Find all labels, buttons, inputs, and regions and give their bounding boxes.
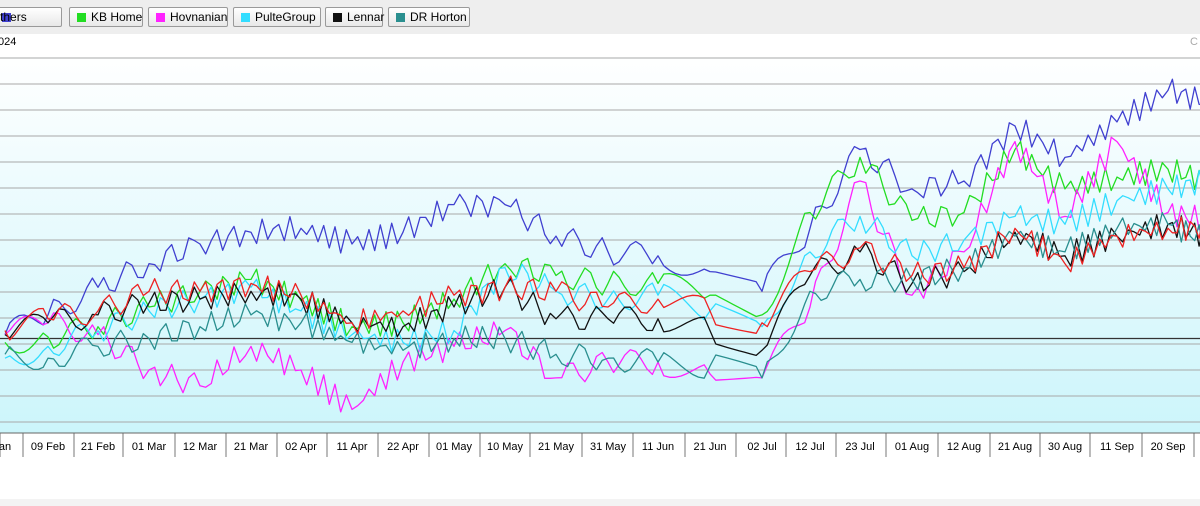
legend-label: KB Home [91, 10, 143, 24]
x-tick-label: 30 Aug [1048, 441, 1082, 453]
x-tick-label: 09 Feb [31, 441, 65, 453]
x-tick-label: 01 Mar [132, 441, 167, 453]
x-tick-label: 21 Aug [998, 441, 1032, 453]
footer-strip [0, 499, 1200, 506]
legend-button-lennar[interactable]: Lennar [325, 7, 385, 27]
x-tick-label: 02 Apr [285, 441, 317, 453]
toll-brothers-swatch-icon [2, 13, 11, 22]
hovnanian-swatch-icon [156, 13, 165, 22]
legend-label: Toll Brothers [0, 10, 27, 24]
legend-bar: Toll Brothers KB Home Hovnanian PulteGro… [0, 0, 1200, 34]
legend-label: Lennar [347, 10, 385, 24]
year-label: 024 [0, 36, 17, 48]
x-tick-label: 12 Aug [947, 441, 981, 453]
pultegroup-swatch-icon [241, 13, 250, 22]
legend-button-toll-brothers[interactable]: Toll Brothers [0, 7, 62, 27]
x-tick-label: 12 Mar [183, 441, 218, 453]
x-tick-label: 22 Apr [387, 441, 419, 453]
x-tick-label: 21 Jun [693, 441, 726, 453]
x-tick-label: 31 May [590, 441, 627, 453]
dr-horton-swatch-icon [396, 13, 405, 22]
x-tick-label: 02 Jul [747, 441, 776, 453]
x-tick-label: 11 Apr [337, 441, 368, 453]
kb-home-swatch-icon [77, 13, 86, 22]
x-tick-label: 20 Sep [1151, 441, 1186, 453]
series-line-lennar [4, 214, 1200, 357]
series-line-unnamed [4, 216, 1200, 341]
series-line-dr-horton [4, 211, 1200, 379]
series-line-toll-brothers [4, 78, 1200, 335]
legend-button-hovnanian[interactable]: Hovnanian [148, 7, 228, 27]
x-tick-label: an [0, 441, 11, 453]
legend-label: Hovnanian [170, 10, 228, 24]
x-tick-label: 21 Feb [81, 441, 115, 453]
legend-button-kb-home[interactable]: KB Home [69, 7, 143, 27]
x-tick-label: 21 May [538, 441, 575, 453]
x-tick-label: 10 May [487, 441, 524, 453]
lennar-swatch-icon [333, 13, 342, 22]
legend-button-pultegroup[interactable]: PulteGroup [233, 7, 321, 27]
series-lines [4, 78, 1200, 413]
series-line-hovnanian [4, 136, 1200, 413]
x-tick-label: 21 Mar [234, 441, 269, 453]
x-tick-label: 01 May [436, 441, 473, 453]
x-tick-label: 11 Sep [1100, 441, 1134, 453]
x-tick-label: 11 Jun [642, 441, 674, 453]
copyright-mark: C [1190, 36, 1198, 48]
legend-button-dr-horton[interactable]: DR Horton [388, 7, 470, 27]
x-tick-label: 23 Jul [845, 441, 874, 453]
x-tick-label: 01 Aug [895, 441, 929, 453]
x-axis: an 09 Feb 21 Feb 01 Mar 12 Mar 21 Mar 02 Apr 11… [0, 432, 1200, 457]
legend-label: PulteGroup [255, 10, 316, 24]
x-tick-label: 12 Jul [795, 441, 824, 453]
legend-label: DR Horton [410, 10, 467, 24]
